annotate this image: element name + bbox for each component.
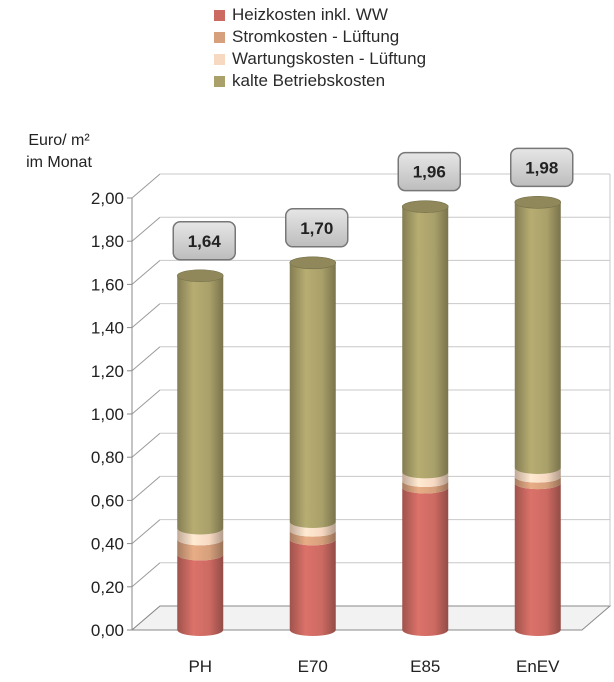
y-tick-label: 0,60 [91,491,124,510]
legend-label-heizkosten: Heizkosten inkl. WW [232,5,388,24]
bar-segment [289,522,336,537]
gridline-side [131,389,161,415]
total-label: 1,98 [525,158,558,177]
gridline-side [131,303,161,328]
total-label: 1,96 [413,163,446,182]
y-axis-label-line2: im Monat [26,154,92,171]
total-label-box [172,221,236,261]
legend: Heizkosten inkl. WW Stromkosten - Lüftun… [214,4,426,92]
bar-segment [177,528,224,546]
bar-segment [514,476,561,490]
total-label-box [510,147,574,188]
bar-segment [289,539,336,636]
bar-segment [514,483,561,636]
total-label-box [285,208,349,248]
gridline-side [131,216,161,242]
legend-swatch-heizkosten [214,9,225,21]
gridline-side [131,562,161,588]
total-label: 1,64 [188,232,222,251]
gridline-side [131,173,161,199]
bar-segment [514,202,561,474]
y-tick-label: 1,60 [91,275,124,294]
bar-segment [289,262,336,528]
y-tick-label: 1,80 [91,232,124,251]
bar-segment [514,468,561,483]
y-tick-label: 0,40 [91,535,124,554]
legend-item-kalte-betriebskosten: kalte Betriebskosten [214,70,426,92]
legend-swatch-wartungskosten [214,53,225,65]
y-tick-label: 2,00 [91,189,124,208]
bar-top-cap [176,269,224,283]
gridline-side [131,432,161,458]
y-axis-label-line1: Euro/ m² [28,132,90,149]
y-tick-label: 0,80 [91,448,124,467]
bar-top-cap [289,256,337,270]
legend-label-wartungskosten: Wartungskosten - Lüftung [232,49,427,68]
total-label-box [397,151,461,192]
legend-item-wartungskosten: Wartungskosten - Lüftung [214,48,426,70]
bar-top-cap [401,200,449,213]
legend-item-heizkosten: Heizkosten inkl. WW [214,4,426,26]
bar-segment [289,530,336,546]
x-tick-label: E70 [298,657,328,676]
bar-segment [177,275,224,535]
legend-label-stromkosten: Stromkosten - Lüftung [232,27,400,46]
legend-label-kalte-betriebskosten: kalte Betriebskosten [232,71,386,90]
gridline-side [131,519,161,544]
gridline-side [131,260,161,285]
bar-segment [402,487,449,636]
bar-top-cap [514,196,562,209]
y-tick-label: 0,00 [91,621,124,640]
y-tick-label: 1,00 [91,405,124,424]
x-tick-label: EnEV [516,657,560,676]
bar-segment [177,539,224,561]
bar-segment [402,206,449,479]
legend-swatch-kalte-betriebskosten [214,75,225,87]
bar-segment [402,472,449,487]
y-tick-label: 1,40 [91,319,124,338]
legend-swatch-stromkosten [214,31,225,43]
legend-item-stromkosten: Stromkosten - Lüftung [214,26,426,48]
x-tick-label: PH [188,657,212,676]
y-tick-label: 1,20 [91,362,124,381]
bar-segment [402,480,449,494]
y-tick-label: 0,20 [91,578,124,597]
total-label: 1,70 [300,219,333,238]
gridline-side [131,346,161,372]
y-axis-label: Euro/ m² im Monat [4,130,114,174]
bar-segment [177,554,224,636]
x-tick-label: E85 [410,657,440,676]
gridline-side [131,476,161,501]
